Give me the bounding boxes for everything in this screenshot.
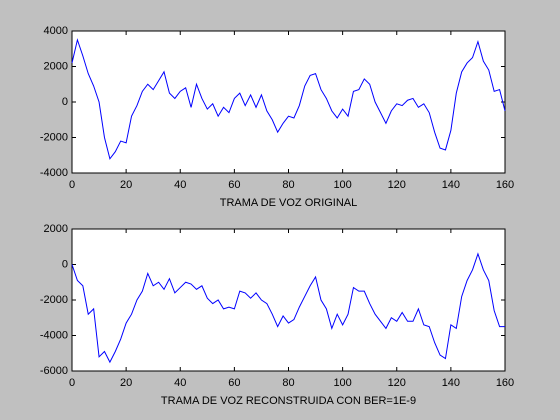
x-tick-label: 20 xyxy=(120,179,132,191)
y-tick-label: 2000 xyxy=(44,60,68,72)
x-tick-label: 40 xyxy=(174,377,186,389)
x-tick-label: 140 xyxy=(442,179,460,191)
x-tick-label: 160 xyxy=(496,377,514,389)
x-tick-label: 80 xyxy=(282,179,294,191)
x-tick-label: 0 xyxy=(69,179,75,191)
x-tick-label: 80 xyxy=(282,377,294,389)
y-tick-label: 2000 xyxy=(44,223,68,235)
y-tick-label: -2000 xyxy=(40,294,68,306)
x-tick-label: 120 xyxy=(388,377,406,389)
x-tick-label: 120 xyxy=(388,179,406,191)
x-axis-label: TRAMA DE VOZ RECONSTRUIDA CON BER=1E-9 xyxy=(161,395,416,407)
y-tick-label: -2000 xyxy=(40,131,68,143)
y-tick-label: -6000 xyxy=(40,365,68,377)
y-tick-label: -4000 xyxy=(40,167,68,179)
x-tick-label: 0 xyxy=(69,377,75,389)
x-tick-label: 100 xyxy=(333,179,351,191)
x-axis-label: TRAMA DE VOZ ORIGINAL xyxy=(220,197,358,209)
x-tick-label: 160 xyxy=(496,179,514,191)
x-tick-label: 60 xyxy=(228,179,240,191)
y-tick-label: 4000 xyxy=(44,25,68,37)
data-line xyxy=(71,38,506,160)
plot-area xyxy=(71,30,506,174)
x-tick-label: 20 xyxy=(120,377,132,389)
x-tick-label: 140 xyxy=(442,377,460,389)
x-tick-label: 100 xyxy=(333,377,351,389)
data-line xyxy=(71,252,505,364)
x-tick-label: 60 xyxy=(228,377,240,389)
y-tick-label: -4000 xyxy=(40,329,68,341)
x-tick-label: 40 xyxy=(174,179,186,191)
plot-area xyxy=(71,228,506,372)
y-tick-label: 0 xyxy=(62,258,68,270)
y-tick-label: 0 xyxy=(62,96,68,108)
